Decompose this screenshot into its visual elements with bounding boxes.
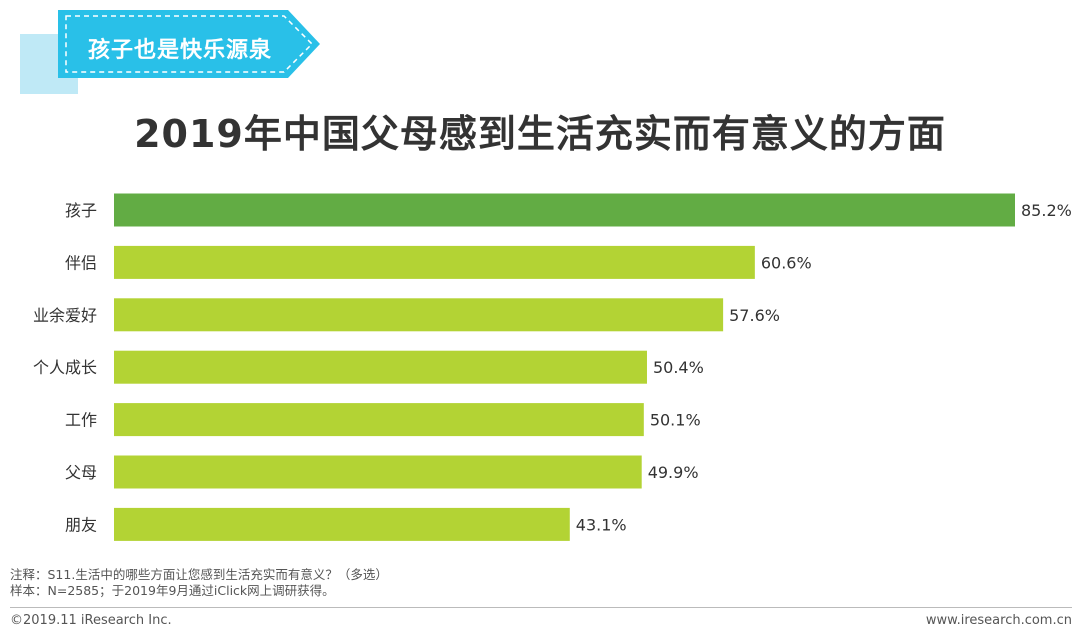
category-label: 孩子 [65, 201, 97, 220]
value-label: 50.1% [650, 411, 701, 430]
value-label: 85.2% [1021, 201, 1072, 220]
chart-title: 2019年中国父母感到生活充实而有意义的方面 [134, 112, 946, 156]
category-label: 业余爱好 [33, 306, 97, 325]
website-url: www.iresearch.com.cn [925, 613, 1072, 628]
bar [114, 298, 724, 332]
bar [114, 403, 644, 437]
value-label: 49.9% [648, 463, 699, 482]
bar-chart: 孩子 85.2% 伴侣 60.6% 业余爱好 57.6% 个人成长 50.4% 工作 50.1% 父… [33, 193, 1072, 541]
notes: 注释：S11.生活中的哪些方面让您感到生活充实而有意义？（多选） 样本：N=25… [10, 567, 388, 599]
bar [114, 350, 647, 384]
category-label: 父母 [65, 463, 97, 482]
bar [114, 193, 1015, 227]
category-label: 伴侣 [65, 253, 97, 272]
category-label: 朋友 [65, 515, 97, 534]
bar [114, 507, 570, 541]
bar [114, 455, 642, 489]
footer-divider [10, 607, 1072, 608]
banner-label: 孩子也是快乐源泉 [88, 38, 273, 63]
value-label: 43.1% [576, 515, 627, 534]
value-label: 57.6% [729, 306, 780, 325]
sample-line: 样本：N=2585；于2019年9月通过iClick网上调研获得。 [10, 583, 335, 598]
category-label: 工作 [65, 411, 97, 430]
section-banner: 孩子也是快乐源泉 [18, 8, 328, 100]
banner-shape [20, 10, 320, 94]
bar [114, 245, 755, 279]
value-label: 50.4% [653, 358, 704, 377]
category-label: 个人成长 [33, 358, 97, 377]
note-line: 注释：S11.生活中的哪些方面让您感到生活充实而有意义？（多选） [10, 567, 388, 582]
copyright: ©2019.11 iResearch Inc. [10, 613, 172, 628]
value-label: 60.6% [761, 253, 812, 272]
